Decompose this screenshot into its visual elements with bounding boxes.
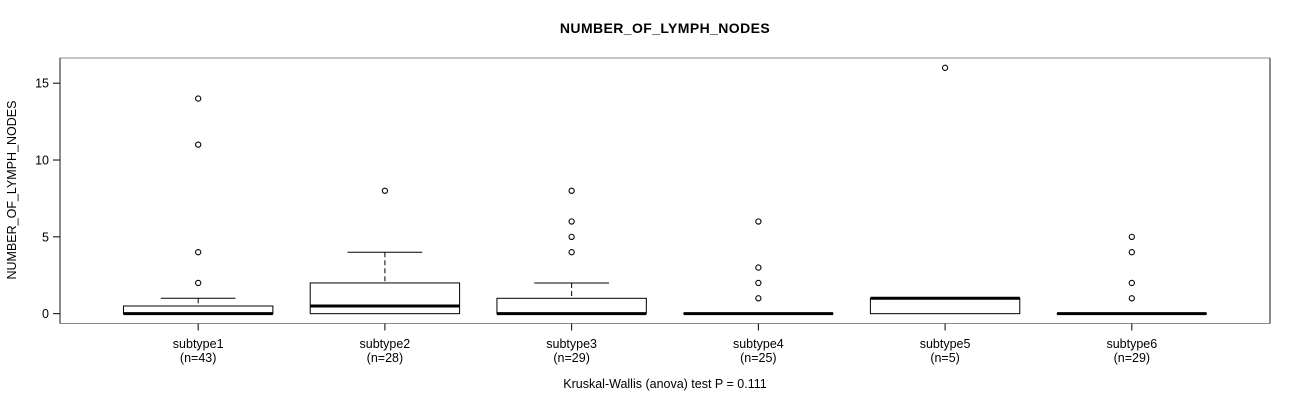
- x-tick-label: subtype4: [733, 337, 784, 351]
- x-tick-sublabel: (n=29): [1114, 351, 1150, 365]
- x-tick-sublabel: (n=5): [930, 351, 960, 365]
- y-tick-label: 0: [42, 307, 49, 321]
- outlier-point: [195, 249, 202, 256]
- outlier-point: [755, 295, 762, 302]
- x-tick-sublabel: (n=43): [180, 351, 216, 365]
- outlier-point: [755, 264, 762, 271]
- y-tick-label: 5: [42, 230, 49, 244]
- x-tick-sublabel: (n=25): [740, 351, 776, 365]
- outlier-point: [755, 218, 762, 225]
- outlier-point: [1128, 279, 1135, 287]
- outlier-point: [568, 233, 575, 240]
- outlier-point: [568, 249, 575, 256]
- box: [869, 297, 1021, 315]
- outlier-point: [1128, 295, 1135, 302]
- x-tick-label: subtype1: [173, 337, 224, 351]
- outlier-point: [195, 95, 202, 102]
- outlier-point: [568, 218, 575, 225]
- outlier-point: [195, 279, 202, 287]
- box: [309, 282, 461, 315]
- y-tick-label: 15: [35, 77, 49, 91]
- box: [496, 297, 647, 315]
- y-tick-label: 10: [35, 154, 49, 168]
- x-tick-label: subtype3: [546, 337, 597, 351]
- x-tick-sublabel: (n=28): [367, 351, 403, 365]
- x-tick-label: subtype5: [920, 337, 971, 351]
- outlier-point: [1128, 233, 1135, 240]
- outlier-point: [1128, 249, 1135, 256]
- x-tick-label: subtype6: [1106, 337, 1157, 351]
- outlier-point: [195, 141, 202, 148]
- outlier-point: [755, 279, 762, 287]
- x-tick-sublabel: (n=29): [553, 351, 589, 365]
- x-tick-label: subtype2: [360, 337, 411, 351]
- outlier-point: [941, 64, 949, 71]
- outlier-point: [381, 187, 389, 194]
- chart-title: NUMBER_OF_LYMPH_NODES: [559, 20, 771, 36]
- stat-test-caption: Kruskal-Wallis (anova) test P = 0.111: [563, 377, 767, 391]
- outlier-point: [568, 187, 575, 194]
